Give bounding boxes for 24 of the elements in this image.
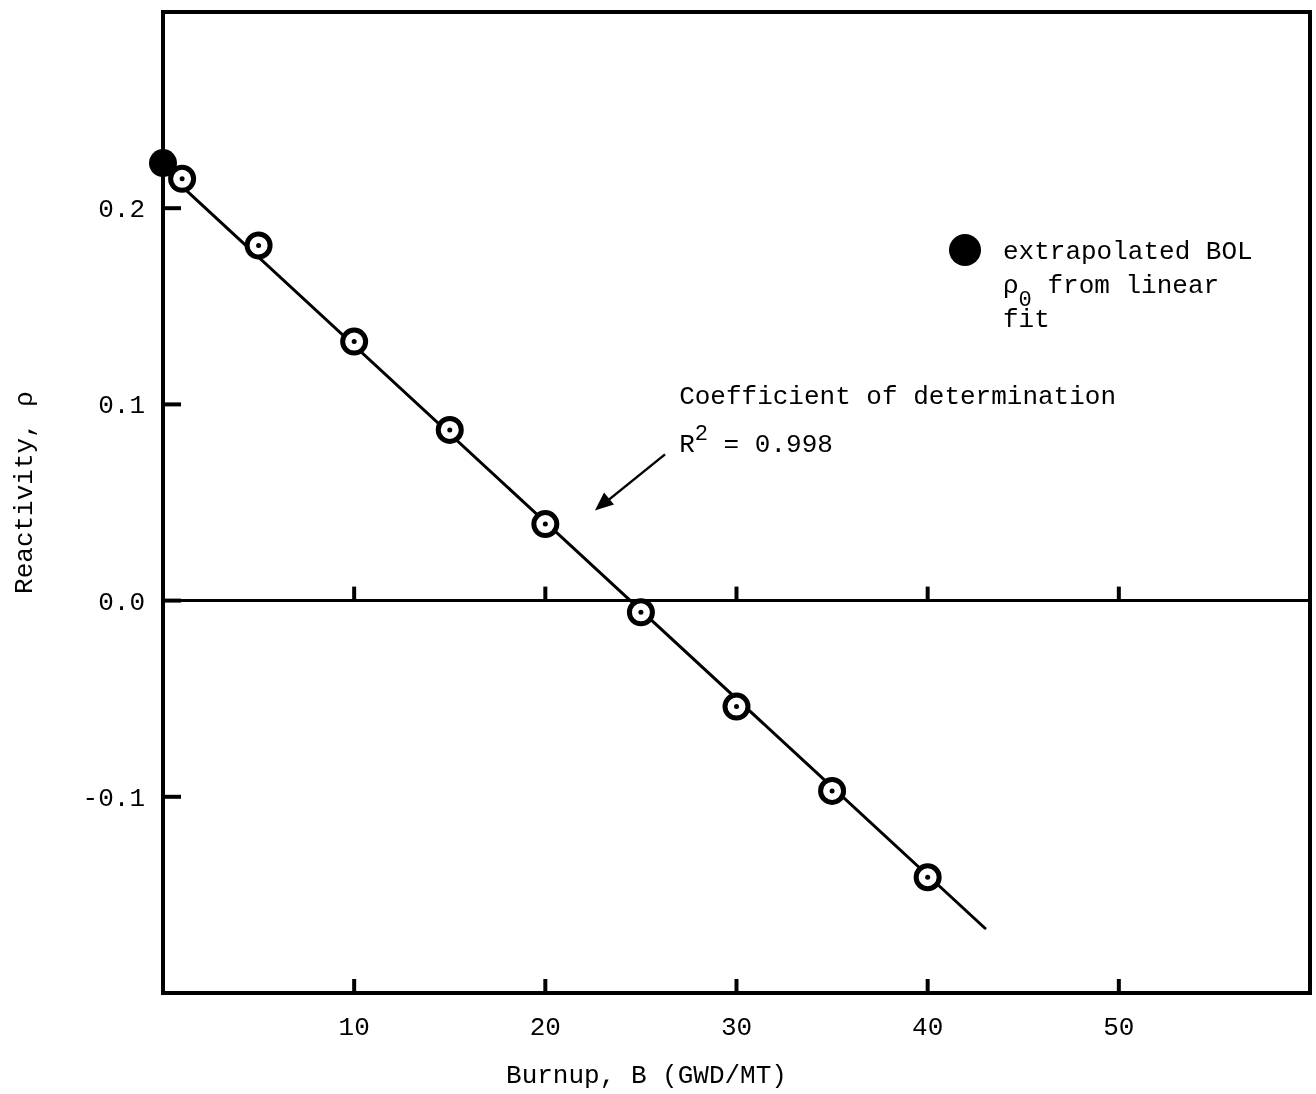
legend-label: extrapolated BOL ρ$_{0}$ from linear fit bbox=[1003, 237, 1253, 335]
x-tick-label: 10 bbox=[338, 1013, 370, 1043]
point bbox=[531, 510, 560, 539]
point bbox=[435, 415, 464, 444]
point bbox=[168, 164, 197, 193]
point bbox=[626, 598, 655, 627]
annotation: Coefficient of determination bbox=[679, 382, 1117, 413]
point bbox=[913, 863, 942, 892]
point bbox=[244, 231, 273, 260]
x-axis-title: Burnup, B (GWD/MT) bbox=[506, 1061, 787, 1091]
y-tick-label: 0.0 bbox=[98, 587, 145, 618]
y-tick-label: -0.1 bbox=[82, 783, 145, 814]
annotation: R$^{2}$ = 0.998 bbox=[679, 421, 833, 461]
x-tick-label: 40 bbox=[912, 1013, 944, 1043]
point bbox=[818, 776, 847, 805]
point bbox=[722, 692, 751, 721]
x-tick-label: 30 bbox=[720, 1013, 753, 1043]
y-tick-label: 0.2 bbox=[98, 195, 145, 226]
point bbox=[149, 149, 177, 178]
point bbox=[340, 327, 369, 356]
y-tick-label: 0.1 bbox=[98, 391, 145, 422]
y-axis-title: Reactivity, ρ bbox=[10, 391, 40, 594]
x-tick-label: 20 bbox=[529, 1013, 561, 1043]
x-tick-label: 50 bbox=[1103, 1013, 1135, 1043]
